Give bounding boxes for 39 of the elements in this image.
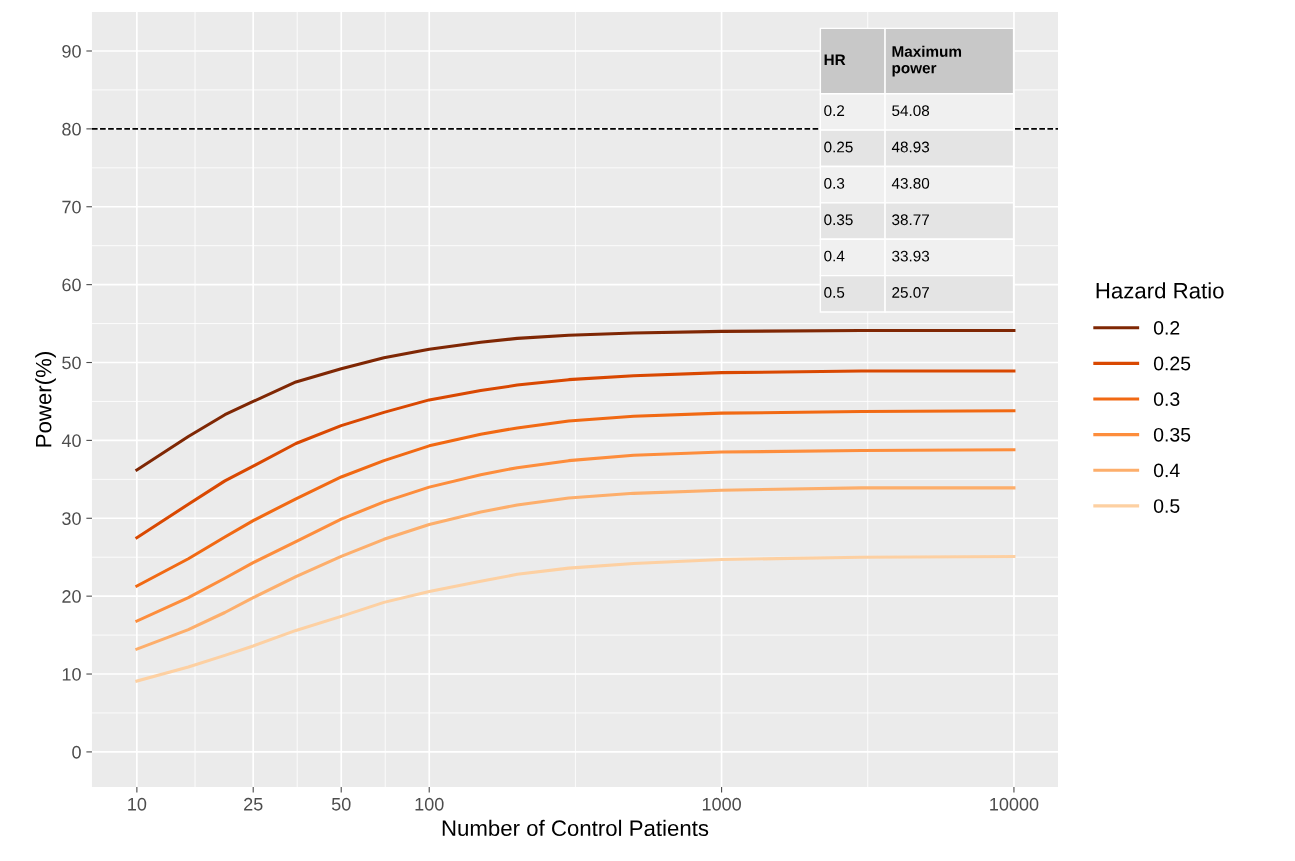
annotation: 0.2 <box>824 105 845 117</box>
annotation: 0.25 <box>824 141 853 153</box>
legend-title: Hazard Ratio <box>1096 282 1224 299</box>
x-tick-label: 25 <box>244 797 263 811</box>
y-tick-label: 40 <box>61 434 81 448</box>
y-tick-label: 10 <box>62 667 81 681</box>
annotation: 0.3 <box>824 177 845 189</box>
y-tick-label: 50 <box>62 356 81 370</box>
y-tick-label: 30 <box>62 512 81 525</box>
annotation: 38.77 <box>892 214 929 226</box>
annotation: 54.08 <box>892 105 930 117</box>
legend-label: 0.35 <box>1153 427 1191 442</box>
y-tick-label: 90 <box>62 44 81 58</box>
y-tick-label: 20 <box>62 590 81 603</box>
annotation: 0.35 <box>824 214 853 226</box>
x-axis-title: Number of Control Patients <box>442 819 709 837</box>
x-tick-label: 100 <box>415 797 444 811</box>
x-tick-label: 50 <box>331 797 351 811</box>
y-tick-label: 0 <box>72 745 81 759</box>
annotation: 33.93 <box>892 250 930 262</box>
annotation: 0.5 <box>824 287 845 298</box>
annotation: Maximum power <box>892 45 962 77</box>
annotation: 0.4 <box>824 250 845 262</box>
x-tick-label: 10000 <box>990 797 1039 811</box>
annotation: 43.80 <box>891 177 930 189</box>
y-tick-label: 60 <box>62 278 81 292</box>
legend-label: 0.25 <box>1153 356 1191 371</box>
annotation: 25.07 <box>892 287 929 298</box>
y-tick-label: 70 <box>62 200 81 214</box>
x-tick-label: 10 <box>128 797 147 811</box>
annotation: 48.93 <box>891 141 930 153</box>
x-tick-label: 1000 <box>702 797 741 811</box>
y-axis-title: Power(%) <box>35 352 56 447</box>
legend-label: 0.4 <box>1153 463 1180 478</box>
y-tick-label: 80 <box>62 122 81 136</box>
legend-label: 0.2 <box>1153 321 1180 335</box>
annotation: HR <box>824 54 846 65</box>
legend-label: 0.3 <box>1153 392 1180 407</box>
legend-label: 0.5 <box>1153 499 1180 513</box>
